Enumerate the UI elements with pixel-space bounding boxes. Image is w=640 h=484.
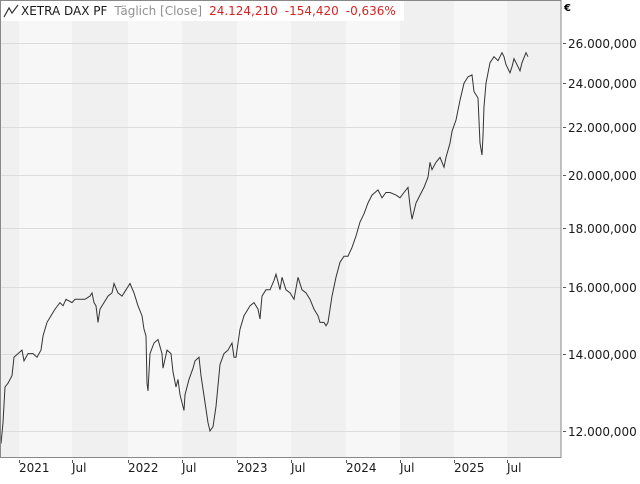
x-tick-label: 2022 <box>128 461 159 475</box>
close-value: 24.124,210 <box>209 4 278 18</box>
y-tick-label: 22.000,000 <box>568 120 637 135</box>
y-tick-label: 20.000,000 <box>568 168 637 183</box>
change-value: -154,420 <box>284 4 339 18</box>
line-chart-icon <box>3 4 19 18</box>
y-tick-label: 14.000,000 <box>568 347 637 362</box>
x-tick-label: 2021 <box>19 461 50 475</box>
x-tick-label: Jul <box>507 461 522 475</box>
gridlines <box>0 43 561 432</box>
x-tick-label: Jul <box>72 461 87 475</box>
instrument-name: XETRA DAX PF <box>21 4 108 18</box>
currency-label: € <box>564 3 571 14</box>
x-tick-label: 2023 <box>237 461 268 475</box>
chart-legend: XETRA DAX PF Täglich [Close] 24.124,210 … <box>1 1 404 21</box>
y-tick-label: 26.000,000 <box>568 36 637 51</box>
plot-border <box>0 0 562 458</box>
x-axis-ticks <box>19 460 508 463</box>
y-tick-label: 18.000,000 <box>568 221 637 236</box>
y-tick-label: 24.000,000 <box>568 76 637 91</box>
x-tick-label: 2024 <box>346 461 377 475</box>
price-line <box>0 51 529 444</box>
y-axis-ticks <box>563 43 566 432</box>
x-tick-label: Jul <box>291 461 306 475</box>
x-tick-label: Jul <box>400 461 415 475</box>
y-tick-label: 12.000,000 <box>568 424 637 439</box>
x-tick-label: Jul <box>182 461 197 475</box>
x-tick-label: 2025 <box>454 461 485 475</box>
y-tick-label: 16.000,000 <box>568 280 637 295</box>
change-percent: -0,636% <box>345 4 396 18</box>
period-label: Täglich [Close] <box>114 4 203 18</box>
